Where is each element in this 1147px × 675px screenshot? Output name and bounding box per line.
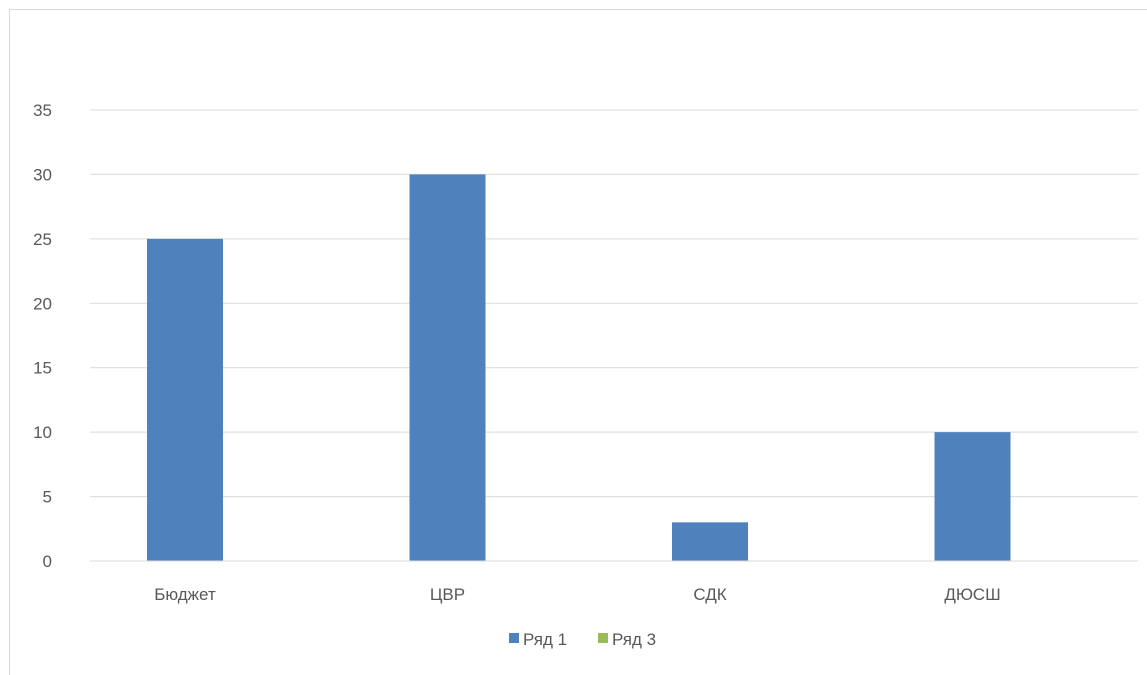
y-tick-label: 20 — [33, 294, 52, 313]
x-tick-label: ДЮСШ — [944, 585, 1000, 604]
y-tick-label: 5 — [43, 488, 52, 507]
bar-Бюджет-Ряд-1 — [147, 238, 223, 561]
y-tick-label: 35 — [33, 101, 52, 120]
bars — [147, 174, 1011, 561]
x-tick-label: СДК — [693, 585, 726, 604]
bar-СДК-Ряд-1 — [672, 522, 748, 561]
x-axis-ticks: Бюджет ЦВР СДК ДЮСШ — [154, 585, 1000, 604]
x-tick-label: Бюджет — [154, 585, 216, 604]
y-axis-ticks: 0 5 10 15 20 25 30 35 — [33, 101, 52, 571]
legend-label: Ряд 3 — [612, 630, 656, 649]
y-tick-label: 10 — [33, 423, 52, 442]
y-tick-label: 25 — [33, 230, 52, 249]
legend-swatch — [598, 633, 608, 643]
x-tick-label: ЦВР — [430, 585, 465, 604]
y-tick-label: 0 — [43, 552, 52, 571]
legend: Ряд 1 Ряд 3 — [509, 630, 656, 649]
bar-ДЮСШ-Ряд-1 — [934, 432, 1011, 561]
legend-swatch — [509, 633, 519, 643]
y-tick-label: 30 — [33, 165, 52, 184]
bar-ЦВР-Ряд-1 — [409, 174, 486, 561]
legend-label: Ряд 1 — [523, 630, 567, 649]
y-tick-label: 15 — [33, 359, 52, 378]
